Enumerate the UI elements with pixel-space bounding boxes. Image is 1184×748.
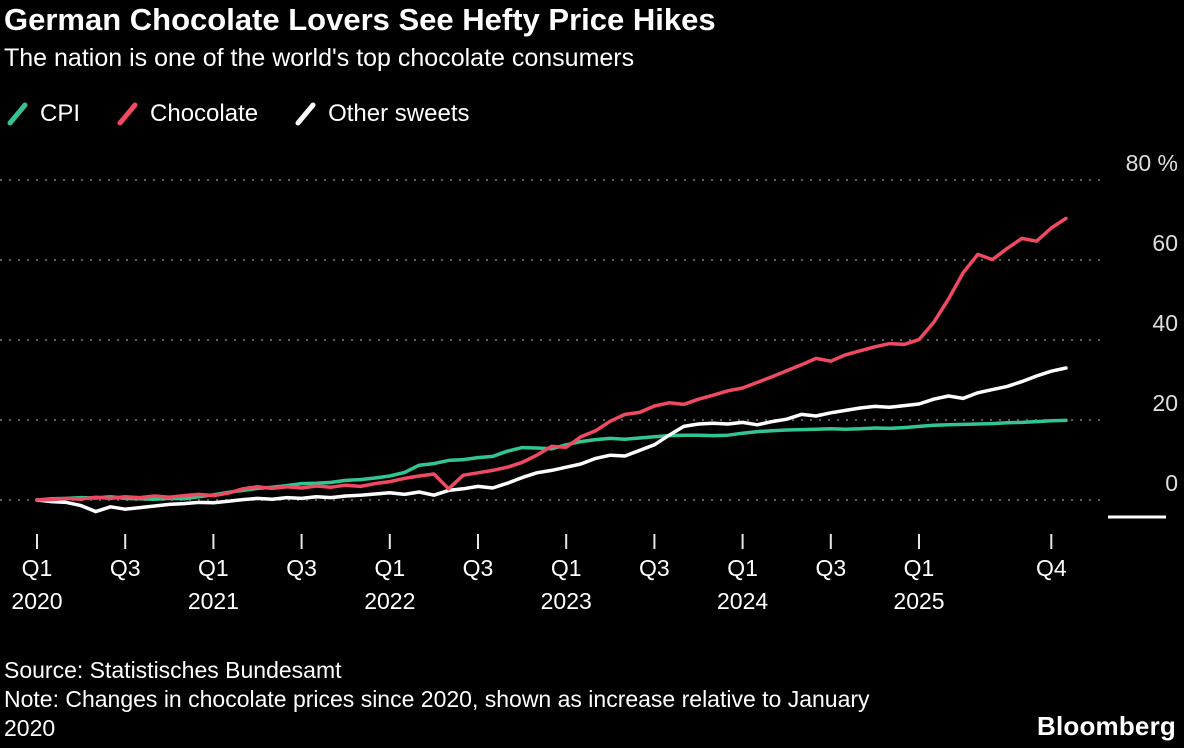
series-line-chocolate [35, 216, 1068, 502]
x-tick-label: Q1 [198, 555, 229, 581]
legend-label-other-sweets: Other sweets [328, 100, 470, 127]
chart-title: German Chocolate Lovers See Hefty Price … [4, 2, 716, 37]
note-line: Note: Changes in chocolate prices since … [4, 686, 870, 741]
y-axis-label: 0 [1165, 470, 1178, 496]
year-label: 2020 [11, 588, 62, 614]
legend-item-other-sweets: Other sweets [294, 100, 469, 128]
year-label: 2022 [364, 588, 415, 614]
x-tick-label: Q1 [22, 555, 53, 581]
year-label: 2021 [188, 588, 239, 614]
x-tick-label: Q1 [727, 555, 758, 581]
year-label: 2025 [893, 588, 944, 614]
x-tick-label: Q1 [904, 555, 935, 581]
x-tick-label: Q3 [639, 555, 670, 581]
x-tick-label: Q1 [374, 555, 405, 581]
x-tick-label: Q4 [1036, 555, 1067, 581]
year-label: 2024 [717, 588, 768, 614]
chart-subtitle: The nation is one of the world's top cho… [4, 44, 635, 72]
bloomberg-logo: Bloomberg [1036, 711, 1176, 741]
x-tick-label: Q3 [286, 555, 317, 581]
legend-item-chocolate: Chocolate [116, 100, 258, 128]
x-tick-label: Q3 [815, 555, 846, 581]
x-tick-label: Q1 [551, 555, 582, 581]
series-line-other-sweets [35, 366, 1068, 514]
year-label: 2023 [541, 588, 592, 614]
x-tick-label: Q3 [463, 555, 494, 581]
other-sweets-line-swatch-icon [295, 102, 316, 126]
chocolate-line-swatch-icon [117, 102, 138, 126]
source-note-block: Source: Statistisches Bundesamt Note: Ch… [4, 656, 916, 743]
x-tick-label: Q3 [110, 555, 141, 581]
source-line: Source: Statistisches Bundesamt [4, 657, 342, 683]
cpi-line-swatch-icon [7, 102, 28, 126]
series-line-cpi [35, 418, 1068, 502]
y-axis-label: 80 % [1126, 150, 1178, 176]
legend-label-cpi: CPI [40, 100, 81, 127]
y-axis-label: 20 [1152, 390, 1178, 416]
y-axis-label: 60 [1152, 230, 1178, 256]
legend-label-chocolate: Chocolate [150, 100, 259, 127]
legend-item-cpi: CPI [6, 100, 80, 128]
y-axis-label: 40 [1152, 310, 1178, 336]
legend: CPI Chocolate Other sweets [6, 100, 469, 128]
